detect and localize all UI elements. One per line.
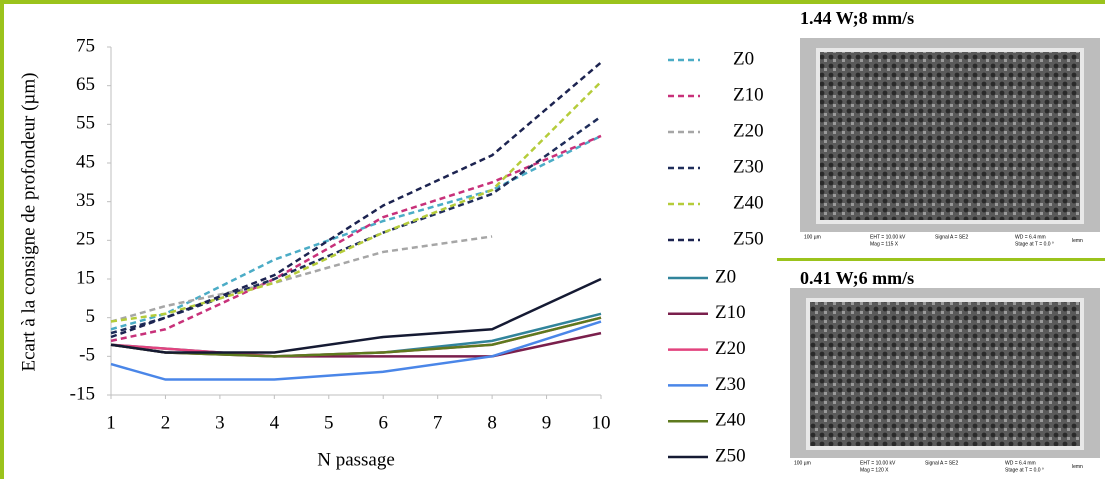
y-tick-label: 45 (76, 151, 95, 172)
x-tick-label: 1 (106, 412, 116, 433)
y-tick-label: -5 (79, 345, 95, 366)
sem-caption: lemn (1072, 238, 1083, 244)
image-label: 1.44 W;8 mm/s (800, 8, 914, 28)
series-line (110, 134, 602, 343)
sem-caption: Mag = 115 X (870, 241, 899, 247)
sem-caption: Signal A = SE2 (925, 460, 958, 466)
frame-left (0, 0, 4, 479)
sem-cavity (816, 48, 1084, 224)
y-tick-label: 55 (76, 113, 95, 134)
series-line (110, 115, 602, 335)
legend-label: Z30 (733, 156, 764, 177)
series-line (110, 277, 602, 354)
sem-caption: Mag = 120 X (860, 467, 889, 473)
image-label: 0.41 W;6 mm/s (800, 268, 914, 288)
legend-label: Z50 (733, 228, 764, 249)
legend-label: Z40 (715, 410, 746, 431)
x-tick-label: 7 (433, 412, 443, 433)
sem-cavity (806, 298, 1084, 450)
series-line (110, 235, 493, 323)
sem-caption: WD = 6.4 mm (1005, 460, 1036, 466)
x-tick-label: 2 (161, 412, 171, 433)
y-tick-label: 15 (76, 267, 95, 288)
x-tick-label: 6 (378, 412, 388, 433)
legend-label: Z10 (733, 84, 764, 105)
x-tick-label: 9 (542, 412, 552, 433)
legend-label: Z20 (733, 120, 764, 141)
x-tick-label: 4 (270, 412, 280, 433)
legend-label: Z50 (715, 445, 746, 466)
sem-databar (790, 458, 1100, 476)
x-tick-label: 8 (487, 412, 497, 433)
sem-caption: Signal A = SE2 (935, 234, 968, 240)
legend-label: Z20 (715, 338, 746, 359)
legend-label: Z0 (733, 48, 754, 69)
legend-label: Z0 (715, 266, 736, 287)
y-axis-title: Ecart à la consigne de profondeur (µm) (18, 73, 39, 372)
y-tick-label: 5 (86, 306, 96, 327)
sem-caption: EHT = 10.00 kV (860, 460, 896, 466)
sem-caption: WD = 6.4 mm (1015, 234, 1046, 240)
sem-caption: lemn (1072, 464, 1083, 470)
sem-caption: 100 µm (794, 460, 811, 466)
y-tick-label: 75 (76, 35, 95, 56)
series-line (110, 61, 602, 339)
y-tick-label: 65 (76, 74, 95, 95)
frame-top (0, 0, 1105, 4)
sem-databar (800, 232, 1100, 250)
series-line (110, 320, 602, 381)
legend-label: Z40 (733, 192, 764, 213)
y-tick-label: 25 (76, 229, 95, 250)
legend-label: Z10 (715, 302, 746, 323)
x-tick-label: 10 (592, 412, 611, 433)
legend-label: Z30 (715, 374, 746, 395)
y-tick-label: 35 (76, 190, 95, 211)
x-axis-title: N passage (317, 449, 395, 470)
x-tick-label: 5 (324, 412, 334, 433)
sem-caption: Stage at T = 0.0 ° (1015, 241, 1054, 247)
series-line (110, 134, 602, 331)
sem-caption: 100 µm (804, 234, 821, 240)
series-line (110, 80, 602, 323)
sem-caption: EHT = 10.00 kV (870, 234, 906, 240)
y-tick-label: -15 (70, 383, 95, 404)
x-tick-label: 3 (215, 412, 225, 433)
separator (777, 258, 1105, 261)
sem-caption: Stage at T = 0.0 ° (1005, 467, 1044, 473)
